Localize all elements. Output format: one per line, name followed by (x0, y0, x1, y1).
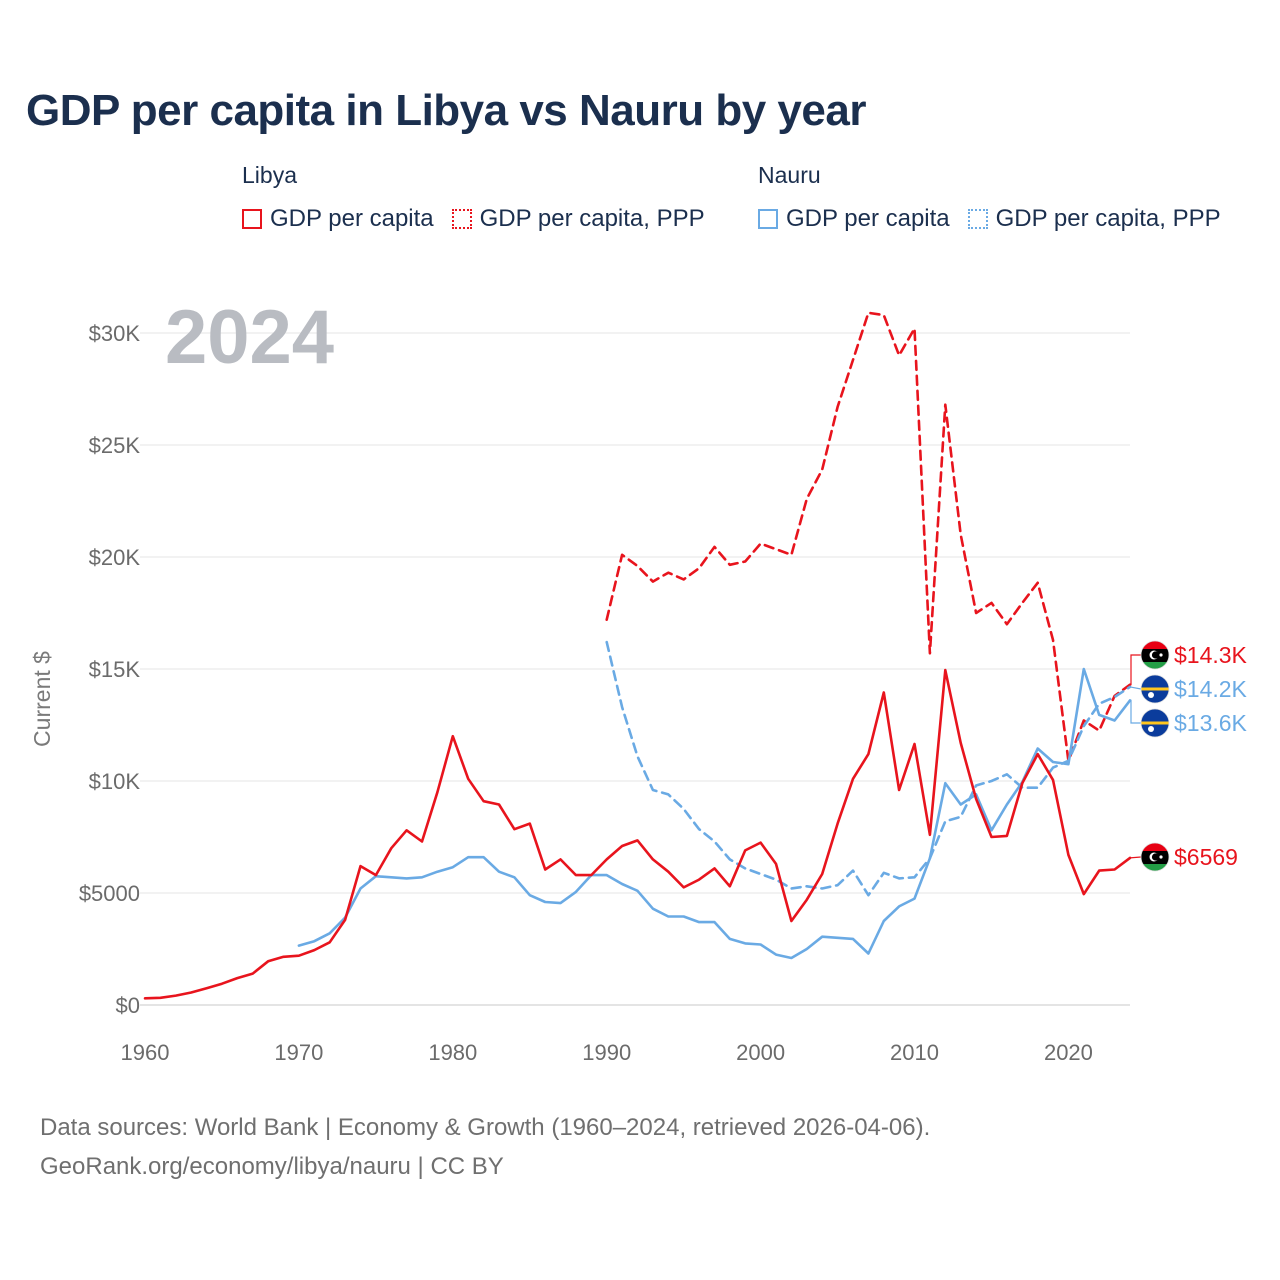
flag-ring-nauru (1140, 674, 1170, 704)
legend-label-libya-ppp: GDP per capita, PPP (479, 205, 705, 232)
legend-item-libya-gdp[interactable]: GDP per capita (242, 205, 434, 233)
flag-ring-libya (1140, 842, 1170, 872)
x-tick-label-2010: 2010 (890, 1040, 939, 1065)
legend-item-nauru-gdp[interactable]: GDP per capita (758, 205, 950, 233)
x-tick-label-1960: 1960 (121, 1040, 170, 1065)
legend-swatch-libya-ppp (451, 209, 472, 229)
end-label-2: $13.6K (1174, 710, 1248, 736)
flag-icon-nauru (1140, 708, 1170, 738)
series-line-1 (605, 311, 1132, 763)
y-tick-label-5000: $5000 (79, 881, 140, 906)
label-connector-3 (1129, 686, 1142, 690)
grid-layer (140, 332, 1130, 1006)
x-tick-label-1990: 1990 (582, 1040, 631, 1065)
attribution-text: GeoRank.org/economy/libya/nauru | CC BY (40, 1153, 504, 1180)
flag-icon-nauru (1140, 674, 1170, 704)
flag-body-nauru (1141, 709, 1169, 737)
x-tick-label-2020: 2020 (1044, 1040, 1093, 1065)
axis-layer: $0 $5000 $10K $15K $20K $25K $30K 1960 1970 1980 1… (29, 321, 1093, 1065)
flag-ring-libya (1140, 640, 1170, 670)
y-tick-label-25000: $25K (89, 433, 141, 458)
legend-swatch-libya-gdp (242, 209, 262, 229)
legend-country-libya: Libya (242, 162, 297, 188)
footer: Data sources: World Bank | Economy & Gro… (40, 1108, 930, 1186)
label-connector-1 (1130, 654, 1141, 686)
flag-star (1159, 653, 1163, 657)
flag-stripe-gold (1141, 687, 1169, 691)
legend-swatch-nauru-gdp (758, 209, 778, 229)
data-source-text: Data sources: World Bank | Economy & Gro… (40, 1114, 931, 1141)
flag-ring-nauru (1140, 708, 1170, 738)
flag-star (1148, 692, 1154, 698)
legend-group-libya: Libya GDP per capita GDP per capita, PPP (242, 162, 705, 233)
legend-label-nauru-ppp: GDP per capita, PPP (995, 205, 1221, 232)
x-tick-label-1980: 1980 (428, 1040, 477, 1065)
legend-label-libya-gdp: GDP per capita (270, 205, 434, 232)
flag-star (1159, 855, 1163, 859)
end-label-0: $6569 (1174, 844, 1238, 870)
legend-label-nauru-gdp: GDP per capita (786, 205, 950, 232)
y-tick-label-30000: $30K (89, 321, 141, 346)
flag-body-libya (1141, 843, 1169, 871)
flag-stripe-gold (1141, 721, 1169, 725)
end-label-1: $14.3K (1174, 642, 1248, 668)
legend-item-nauru-ppp[interactable]: GDP per capita, PPP (967, 205, 1221, 233)
legend-swatch-nauru-ppp (967, 209, 988, 229)
end-label-layer: $14.3K $14.2K $13.6K $6569 (1129, 640, 1248, 872)
series-layer (143, 311, 1132, 1000)
flag-stripe-red (1141, 843, 1169, 851)
flag-star (1148, 726, 1154, 732)
x-tick-label-1970: 1970 (274, 1040, 323, 1065)
chart-title: GDP per capita in Libya vs Nauru by year (26, 86, 866, 135)
label-connector-0 (1129, 856, 1142, 859)
series-line-3 (605, 640, 1132, 897)
label-connector-2 (1130, 699, 1141, 724)
flag-body-nauru (1141, 675, 1169, 703)
y-tick-label-0: $0 (116, 993, 140, 1018)
x-tick-label-2000: 2000 (736, 1040, 785, 1065)
end-label-3: $14.2K (1174, 676, 1248, 702)
legend-country-nauru: Nauru (758, 162, 821, 188)
flag-crescent-cutout (1151, 853, 1160, 861)
flag-stripe-green (1141, 864, 1169, 871)
series-line-0 (143, 668, 1132, 1000)
y-tick-label-20000: $20K (89, 545, 141, 570)
legend-item-libya-ppp[interactable]: GDP per capita, PPP (451, 205, 705, 233)
year-overlay: 2024 (165, 295, 334, 380)
flag-icon-libya (1140, 842, 1170, 872)
flag-icon-libya (1140, 640, 1170, 670)
y-axis-title: Current $ (29, 651, 55, 747)
flag-stripe-red (1141, 641, 1169, 649)
y-tick-label-15000: $15K (89, 657, 141, 682)
y-tick-label-10000: $10K (89, 769, 141, 794)
flag-body-libya (1141, 641, 1169, 669)
flag-stripe-green (1141, 662, 1169, 669)
flag-crescent-cutout (1151, 651, 1160, 659)
series-line-2 (297, 667, 1132, 960)
legend-group-nauru: Nauru GDP per capita GDP per capita, PPP (758, 162, 1221, 233)
